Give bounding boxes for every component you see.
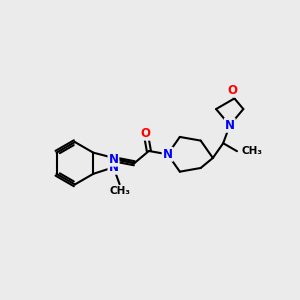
Text: O: O — [141, 127, 151, 140]
Text: N: N — [108, 161, 118, 174]
Text: CH₃: CH₃ — [109, 186, 130, 196]
Text: N: N — [163, 148, 173, 161]
Text: N: N — [225, 119, 235, 132]
Text: N: N — [108, 153, 118, 166]
Text: CH₃: CH₃ — [242, 146, 262, 156]
Text: O: O — [227, 84, 237, 97]
